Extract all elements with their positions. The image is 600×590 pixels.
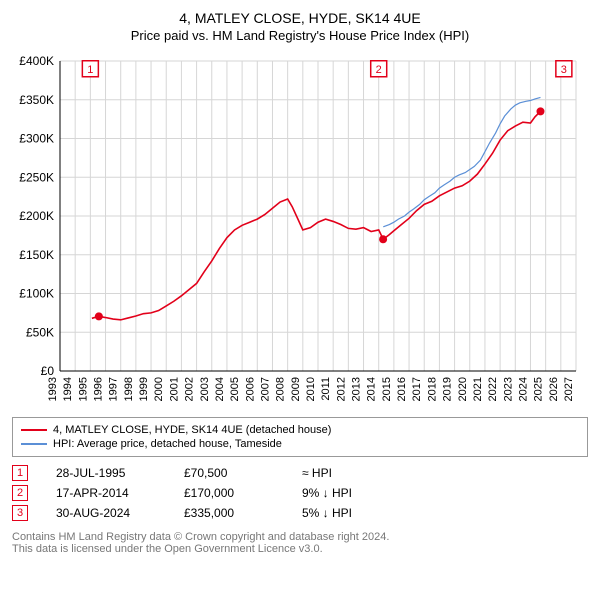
sales-marker-2: 2 — [12, 485, 28, 501]
svg-text:1: 1 — [87, 64, 93, 76]
svg-text:£100K: £100K — [19, 287, 54, 301]
svg-text:2014: 2014 — [366, 377, 378, 401]
sales-table: 1 28-JUL-1995 £70,500 ≈ HPI 2 17-APR-2014 £170… — [12, 465, 588, 521]
sales-marker-1: 1 — [12, 465, 28, 481]
sales-diff: 5% ↓ HPI — [302, 506, 392, 520]
svg-text:2005: 2005 — [229, 377, 241, 401]
svg-text:2023: 2023 — [502, 377, 514, 401]
svg-text:£300K: £300K — [19, 132, 54, 146]
svg-text:2024: 2024 — [517, 377, 529, 401]
sales-diff: ≈ HPI — [302, 466, 392, 480]
svg-text:2021: 2021 — [472, 377, 484, 401]
svg-text:2000: 2000 — [153, 377, 165, 401]
sales-date: 28-JUL-1995 — [56, 466, 156, 480]
svg-text:2019: 2019 — [442, 377, 454, 401]
sales-diff: 9% ↓ HPI — [302, 486, 392, 500]
svg-text:2020: 2020 — [457, 377, 469, 401]
svg-text:£200K: £200K — [19, 209, 54, 223]
svg-text:2008: 2008 — [275, 377, 287, 401]
svg-text:2015: 2015 — [381, 377, 393, 401]
sales-price: £335,000 — [184, 506, 274, 520]
chart: £0 £50K £100K £150K £200K £250K £300K £350K £400… — [12, 51, 588, 411]
svg-text:£0: £0 — [41, 364, 55, 378]
svg-text:2017: 2017 — [411, 377, 423, 401]
svg-text:2022: 2022 — [487, 377, 499, 401]
svg-text:2009: 2009 — [290, 377, 302, 401]
legend-label: HPI: Average price, detached house, Tame… — [53, 438, 282, 450]
svg-text:2006: 2006 — [244, 377, 256, 401]
marker-dot-3 — [536, 107, 544, 115]
svg-text:£50K: £50K — [26, 325, 54, 339]
svg-text:2016: 2016 — [396, 377, 408, 401]
svg-text:3: 3 — [561, 64, 567, 76]
svg-text:1998: 1998 — [123, 377, 135, 401]
legend-swatch — [21, 443, 47, 445]
legend-row-1: HPI: Average price, detached house, Tame… — [21, 438, 579, 450]
svg-text:£150K: £150K — [19, 248, 54, 262]
sales-date: 30-AUG-2024 — [56, 506, 156, 520]
sales-date: 17-APR-2014 — [56, 486, 156, 500]
svg-text:2002: 2002 — [184, 377, 196, 401]
svg-text:2018: 2018 — [426, 377, 438, 401]
svg-text:2027: 2027 — [563, 377, 575, 401]
svg-text:1994: 1994 — [62, 377, 74, 401]
svg-text:2: 2 — [376, 64, 382, 76]
svg-text:£350K: £350K — [19, 93, 54, 107]
sales-row-3: 3 30-AUG-2024 £335,000 5% ↓ HPI — [12, 505, 588, 521]
sales-price: £170,000 — [184, 486, 274, 500]
root: 4, MATLEY CLOSE, HYDE, SK14 4UE Price pa… — [0, 0, 600, 563]
svg-text:2011: 2011 — [320, 377, 332, 401]
svg-text:2010: 2010 — [305, 377, 317, 401]
marker-dot-2 — [379, 235, 387, 243]
legend-row-0: 4, MATLEY CLOSE, HYDE, SK14 4UE (detache… — [21, 424, 579, 436]
svg-text:2001: 2001 — [168, 377, 180, 401]
sales-row-1: 1 28-JUL-1995 £70,500 ≈ HPI — [12, 465, 588, 481]
marker-dot-1 — [95, 312, 103, 320]
svg-text:1997: 1997 — [108, 377, 120, 401]
svg-text:1995: 1995 — [77, 377, 89, 401]
svg-text:£400K: £400K — [19, 54, 54, 68]
title: 4, MATLEY CLOSE, HYDE, SK14 4UE — [12, 10, 588, 26]
svg-text:2025: 2025 — [533, 377, 545, 401]
sales-marker-3: 3 — [12, 505, 28, 521]
svg-text:2026: 2026 — [548, 377, 560, 401]
svg-text:£250K: £250K — [19, 170, 54, 184]
subtitle: Price paid vs. HM Land Registry's House … — [12, 28, 588, 43]
header: 4, MATLEY CLOSE, HYDE, SK14 4UE Price pa… — [12, 10, 588, 43]
svg-text:2004: 2004 — [214, 377, 226, 401]
chart-svg: £0 £50K £100K £150K £200K £250K £300K £350K £400… — [12, 51, 588, 411]
legend-swatch — [21, 429, 47, 431]
svg-text:1993: 1993 — [47, 377, 59, 401]
series-hpi — [383, 97, 540, 226]
sales-price: £70,500 — [184, 466, 274, 480]
svg-text:2012: 2012 — [335, 377, 347, 401]
svg-text:2007: 2007 — [259, 377, 271, 401]
footer-line1: Contains HM Land Registry data © Crown c… — [12, 531, 588, 543]
svg-text:1999: 1999 — [138, 377, 150, 401]
legend-label: 4, MATLEY CLOSE, HYDE, SK14 4UE (detache… — [53, 424, 331, 436]
svg-text:1996: 1996 — [93, 377, 105, 401]
footer-line2: This data is licensed under the Open Gov… — [12, 543, 588, 555]
footer: Contains HM Land Registry data © Crown c… — [12, 531, 588, 555]
sales-row-2: 2 17-APR-2014 £170,000 9% ↓ HPI — [12, 485, 588, 501]
svg-text:2013: 2013 — [351, 377, 363, 401]
svg-text:2003: 2003 — [199, 377, 211, 401]
legend: 4, MATLEY CLOSE, HYDE, SK14 4UE (detache… — [12, 417, 588, 457]
